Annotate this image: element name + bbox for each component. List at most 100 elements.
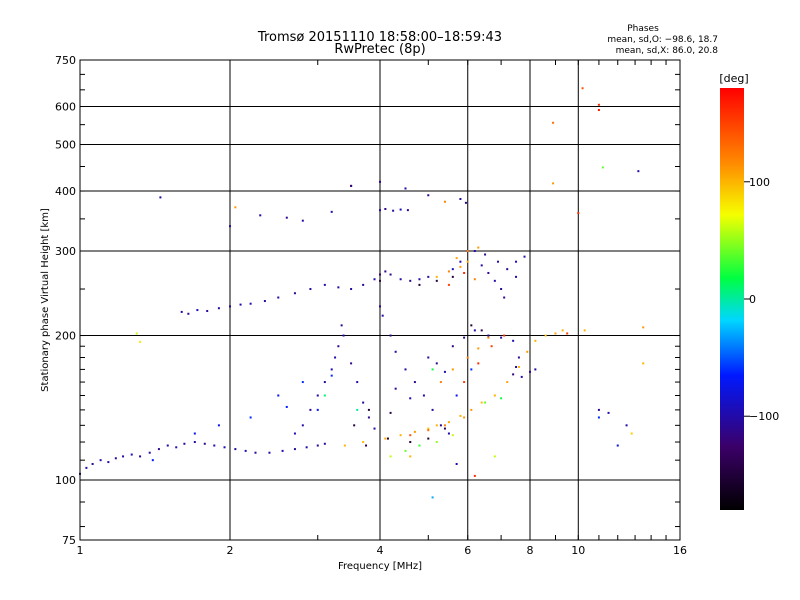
data-point [367, 408, 370, 411]
data-point [409, 434, 412, 437]
x-tick-label: 8 [527, 544, 534, 557]
data-point [607, 411, 610, 414]
chart-title: Tromsø 20151110 18:58:00–18:59:43 [257, 30, 502, 45]
y-tick-label: 300 [55, 245, 76, 258]
data-point [455, 394, 458, 397]
colorbar-ticks: 100 0 −100 [744, 176, 779, 423]
data-point [447, 270, 450, 273]
data-point [534, 368, 537, 371]
data-point [229, 305, 231, 308]
data-point [464, 201, 467, 204]
data-point [435, 362, 438, 365]
colorbar-label: [deg] [719, 72, 748, 85]
y-tick-labels: 75 100 200 300 400 500 600 750 [55, 54, 76, 547]
data-point [384, 270, 387, 273]
data-point [217, 424, 220, 427]
data-point [581, 87, 584, 90]
data-point [175, 446, 178, 449]
data-point [356, 408, 359, 411]
data-point [268, 451, 271, 454]
data-point [447, 283, 450, 286]
data-point [418, 283, 421, 286]
data-point [229, 225, 231, 228]
data-point [435, 424, 438, 427]
data-point [285, 216, 288, 219]
data-point [473, 250, 476, 253]
data-point [389, 334, 392, 337]
data-point [583, 329, 586, 332]
data-point [362, 441, 365, 444]
data-point [309, 408, 312, 411]
data-point [384, 207, 387, 210]
data-point [630, 432, 633, 435]
data-point [443, 424, 446, 427]
data-point [85, 466, 88, 469]
data-point [323, 381, 326, 384]
data-point [487, 336, 490, 339]
data-point [356, 381, 359, 384]
y-tick-label: 100 [55, 474, 76, 487]
data-point [91, 462, 94, 465]
data-point [277, 296, 280, 299]
x-tick-label: 2 [227, 544, 234, 557]
data-point [427, 194, 430, 197]
data-point [459, 414, 462, 417]
data-point [139, 340, 142, 343]
data-point [323, 442, 326, 445]
data-point [389, 455, 392, 458]
data-point [451, 368, 454, 371]
data-point [263, 300, 266, 303]
data-point [506, 268, 509, 271]
data-point [285, 405, 288, 408]
x-tick-label: 10 [571, 544, 585, 557]
data-point [316, 408, 319, 411]
data-point [544, 334, 547, 337]
data-point [515, 365, 518, 368]
data-point [455, 462, 458, 465]
data-point [418, 278, 421, 281]
data-point [473, 474, 476, 477]
data-point [500, 397, 503, 400]
data-point [523, 255, 526, 258]
data-point [520, 375, 523, 378]
y-tick-label: 600 [55, 101, 76, 114]
data-point [399, 208, 402, 211]
data-point [122, 455, 125, 458]
data-point [470, 408, 473, 411]
data-point [427, 356, 430, 359]
data-point [496, 260, 499, 263]
data-point [459, 198, 462, 201]
data-point [379, 209, 381, 212]
data-point [447, 432, 450, 435]
data-point [422, 394, 425, 397]
data-point [330, 368, 333, 371]
data-point [451, 268, 454, 271]
data-point [500, 336, 503, 339]
data-point [477, 347, 480, 350]
data-point [473, 329, 476, 332]
data-point [601, 166, 604, 169]
data-point [493, 394, 496, 397]
data-point [379, 273, 381, 276]
data-point [130, 453, 133, 456]
data-point [637, 170, 640, 173]
data-point [180, 310, 183, 313]
data-point [431, 496, 434, 499]
data-point [515, 260, 518, 263]
data-point [642, 326, 645, 329]
colorbar-tick-label: 0 [749, 293, 756, 306]
data-point [477, 246, 480, 249]
grid-lines [80, 60, 680, 540]
data-point [187, 312, 190, 315]
data-point [159, 196, 162, 199]
data-point [463, 381, 466, 384]
data-point [427, 427, 430, 430]
data-point [373, 427, 376, 430]
data-point [293, 448, 296, 451]
data-point [337, 345, 340, 348]
y-axis-label: Stationary phase Virtual Height [km] [40, 208, 51, 392]
data-point [193, 441, 196, 444]
data-point [404, 449, 407, 452]
data-point [534, 339, 537, 342]
data-point [183, 442, 186, 445]
